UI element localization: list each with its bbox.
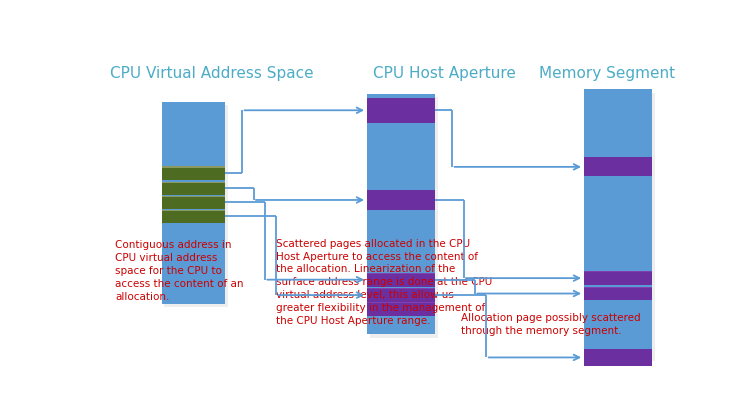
Bar	[162, 102, 225, 304]
Bar	[162, 196, 225, 197]
Bar	[584, 287, 652, 288]
Text: CPU Host Aperture: CPU Host Aperture	[373, 66, 516, 82]
Bar	[367, 273, 435, 274]
Text: Scattered pages allocated in the CPU
Host Aperture to access the content of
the : Scattered pages allocated in the CPU Hos…	[276, 239, 492, 325]
Bar	[584, 271, 652, 285]
Bar	[162, 196, 225, 209]
Bar	[367, 94, 435, 335]
Bar	[584, 271, 652, 272]
Bar	[584, 287, 652, 300]
Bar	[162, 166, 225, 168]
Bar	[584, 349, 652, 366]
Bar	[584, 157, 652, 176]
Bar	[367, 288, 435, 302]
Bar	[162, 182, 225, 195]
Bar	[162, 182, 225, 183]
Text: CPU Virtual Address Space: CPU Virtual Address Space	[110, 66, 314, 82]
Bar	[367, 98, 435, 123]
Bar	[584, 89, 652, 358]
Bar	[367, 302, 435, 316]
Bar	[162, 166, 225, 180]
Bar	[587, 93, 655, 360]
Bar	[370, 97, 438, 337]
Bar	[367, 288, 435, 289]
Bar	[165, 105, 228, 307]
Bar	[162, 210, 225, 211]
Text: Contiguous address in
CPU virtual address
space for the CPU to
access the conten: Contiguous address in CPU virtual addres…	[115, 240, 243, 302]
Text: Allocation page possibly scattered
through the memory segment.: Allocation page possibly scattered throu…	[461, 313, 640, 336]
Bar	[162, 210, 225, 223]
Text: Memory Segment: Memory Segment	[539, 66, 675, 82]
Bar	[367, 273, 435, 287]
Bar	[367, 302, 435, 303]
Bar	[367, 190, 435, 210]
